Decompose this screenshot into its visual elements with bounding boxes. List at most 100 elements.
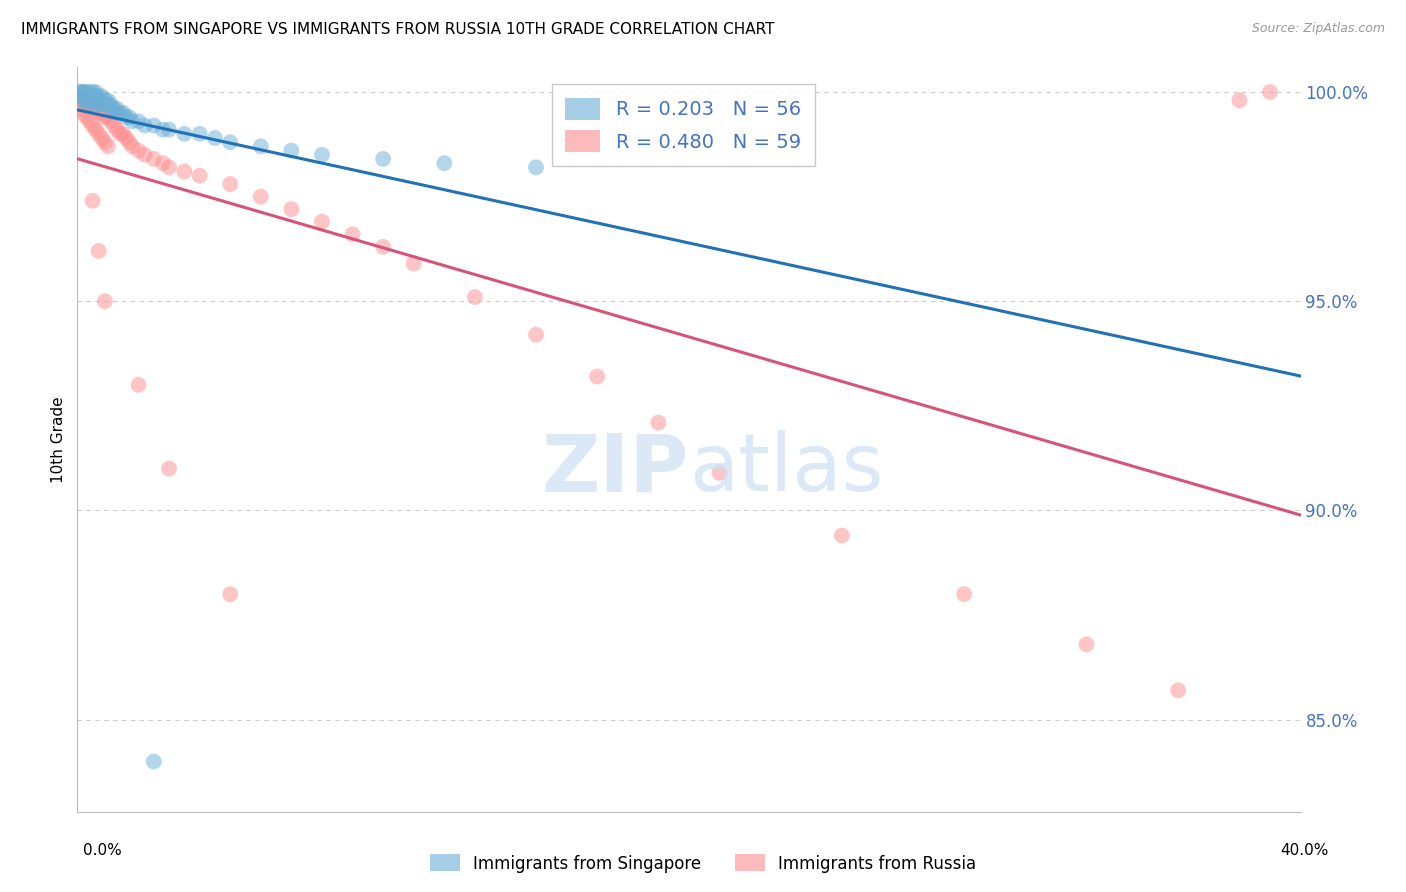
- Point: [72, 85, 94, 99]
- Point: [127, 114, 149, 128]
- Point: [76, 89, 98, 103]
- Point: [84, 122, 107, 136]
- Point: [1229, 94, 1251, 108]
- Point: [105, 122, 128, 136]
- Point: [157, 161, 180, 175]
- Point: [94, 110, 117, 124]
- Point: [76, 97, 98, 112]
- Point: [108, 127, 131, 141]
- Point: [100, 97, 122, 112]
- Point: [127, 144, 149, 158]
- Point: [69, 85, 91, 99]
- Point: [173, 164, 195, 178]
- Point: [94, 294, 117, 309]
- Point: [82, 119, 104, 133]
- Point: [79, 94, 101, 108]
- Point: [97, 97, 120, 112]
- Point: [115, 131, 138, 145]
- Point: [90, 97, 112, 112]
- Point: [121, 114, 143, 128]
- Point: [79, 114, 101, 128]
- Point: [1167, 683, 1189, 698]
- Point: [219, 177, 242, 191]
- Point: [311, 215, 333, 229]
- Point: [831, 528, 853, 542]
- Legend: R = 0.203   N = 56, R = 0.480   N = 59: R = 0.203 N = 56, R = 0.480 N = 59: [553, 84, 815, 166]
- Point: [188, 169, 211, 183]
- Text: atlas: atlas: [689, 430, 883, 508]
- Point: [433, 156, 456, 170]
- Point: [72, 85, 94, 99]
- Point: [280, 144, 302, 158]
- Point: [112, 106, 135, 120]
- Point: [87, 244, 110, 258]
- Point: [90, 89, 112, 103]
- Point: [87, 89, 110, 103]
- Point: [115, 110, 138, 124]
- Point: [69, 94, 91, 108]
- Point: [219, 587, 242, 601]
- Point: [1258, 85, 1281, 99]
- Point: [134, 119, 156, 133]
- Point: [87, 97, 110, 112]
- Point: [586, 369, 609, 384]
- Point: [647, 416, 669, 430]
- Point: [79, 85, 101, 99]
- Point: [90, 106, 112, 120]
- Point: [524, 161, 547, 175]
- Point: [204, 131, 226, 145]
- Point: [103, 119, 125, 133]
- Point: [112, 127, 135, 141]
- Point: [953, 587, 976, 601]
- Point: [371, 240, 394, 254]
- Point: [108, 106, 131, 120]
- Point: [69, 102, 91, 116]
- Legend: Immigrants from Singapore, Immigrants from Russia: Immigrants from Singapore, Immigrants fr…: [423, 847, 983, 880]
- Point: [121, 139, 143, 153]
- Point: [84, 102, 107, 116]
- Y-axis label: 10th Grade: 10th Grade: [51, 396, 66, 483]
- Point: [219, 135, 242, 149]
- Point: [82, 85, 104, 99]
- Point: [105, 102, 128, 116]
- Point: [134, 148, 156, 162]
- Point: [94, 97, 117, 112]
- Point: [79, 89, 101, 103]
- Point: [79, 97, 101, 112]
- Point: [82, 89, 104, 103]
- Point: [342, 227, 364, 242]
- Point: [82, 94, 104, 108]
- Point: [76, 110, 98, 124]
- Point: [1076, 637, 1098, 651]
- Point: [371, 152, 394, 166]
- Point: [76, 94, 98, 108]
- Point: [97, 110, 120, 124]
- Text: 40.0%: 40.0%: [1281, 843, 1329, 858]
- Point: [280, 202, 302, 216]
- Point: [76, 85, 98, 99]
- Point: [250, 139, 273, 153]
- Point: [152, 156, 174, 170]
- Point: [402, 256, 425, 270]
- Text: IMMIGRANTS FROM SINGAPORE VS IMMIGRANTS FROM RUSSIA 10TH GRADE CORRELATION CHART: IMMIGRANTS FROM SINGAPORE VS IMMIGRANTS …: [21, 22, 775, 37]
- Point: [97, 139, 120, 153]
- Point: [72, 89, 94, 103]
- Text: Source: ZipAtlas.com: Source: ZipAtlas.com: [1251, 22, 1385, 36]
- Point: [118, 135, 141, 149]
- Point: [709, 466, 731, 480]
- Point: [142, 152, 165, 166]
- Point: [105, 106, 128, 120]
- Point: [82, 194, 104, 208]
- Point: [84, 97, 107, 112]
- Point: [188, 127, 211, 141]
- Point: [82, 97, 104, 112]
- Point: [69, 89, 91, 103]
- Point: [152, 122, 174, 136]
- Point: [69, 85, 91, 99]
- Point: [87, 127, 110, 141]
- Point: [97, 94, 120, 108]
- Point: [87, 106, 110, 120]
- Point: [142, 755, 165, 769]
- Point: [94, 94, 117, 108]
- Point: [157, 122, 180, 136]
